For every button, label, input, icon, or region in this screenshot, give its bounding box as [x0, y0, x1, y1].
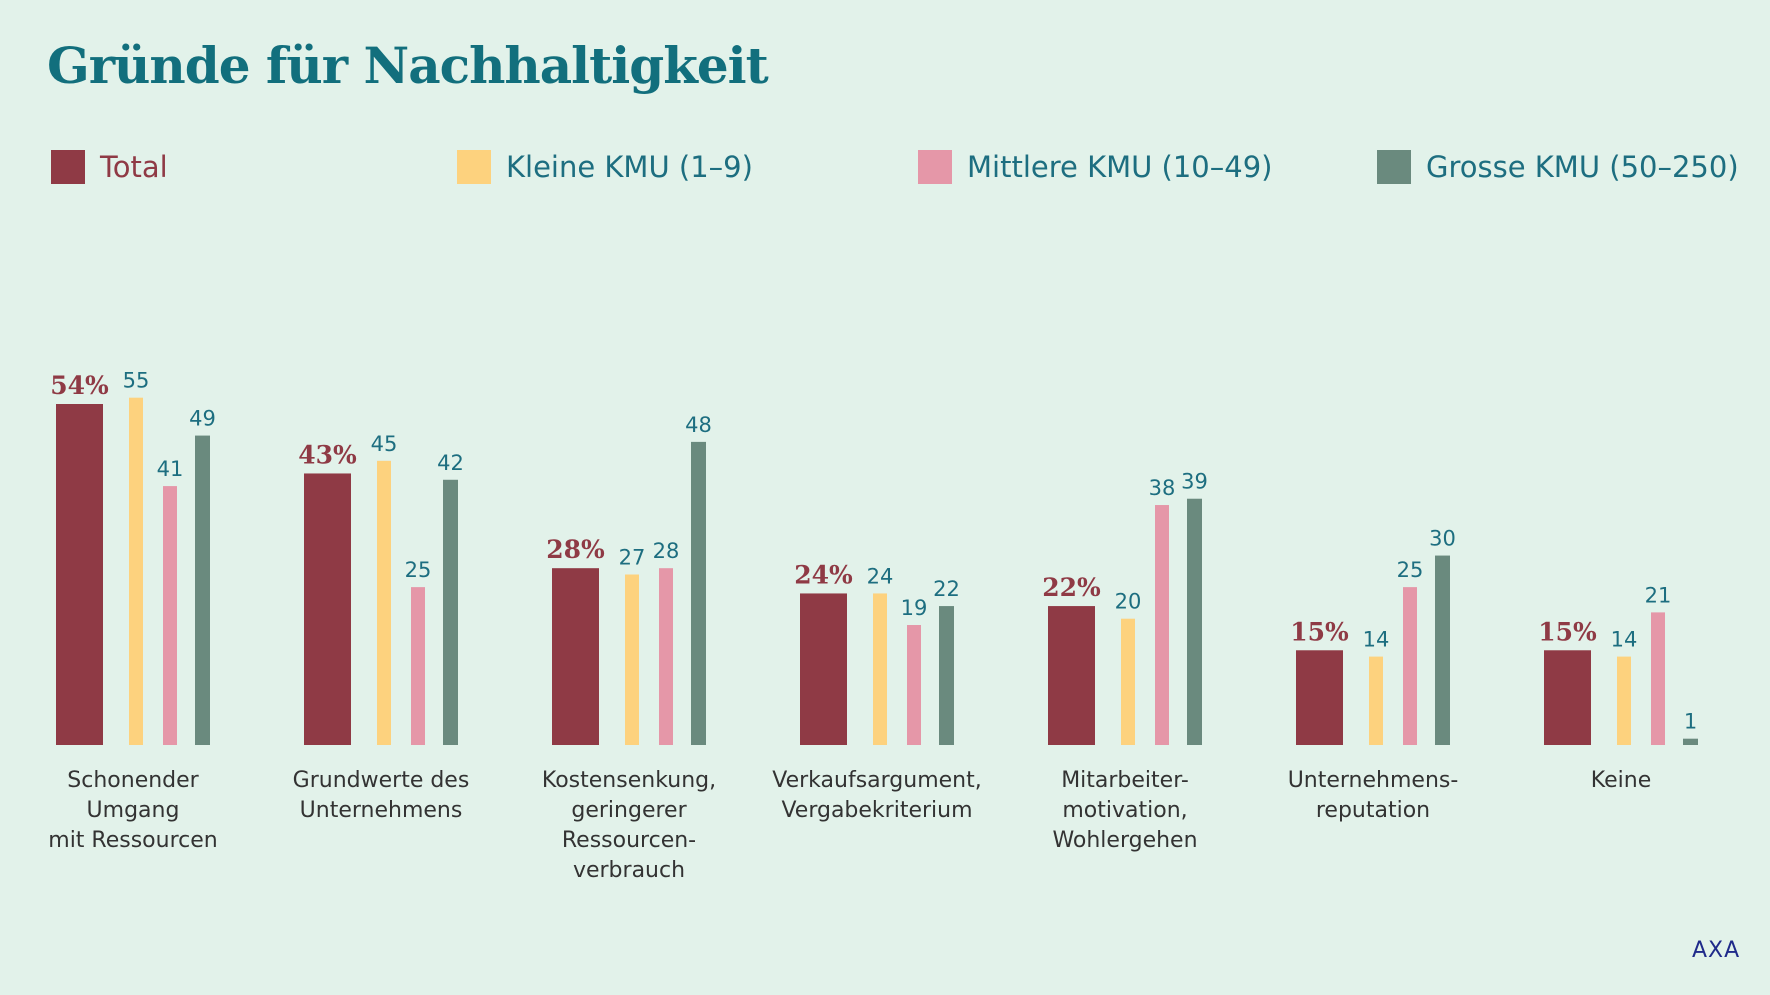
data-label: 15%	[1538, 617, 1597, 646]
data-label: 41	[157, 457, 184, 481]
data-label: 15%	[1290, 617, 1349, 646]
category-label: Verkaufsargument,	[772, 768, 981, 793]
bar	[304, 473, 351, 745]
bar	[659, 568, 673, 745]
data-label: 43%	[298, 440, 357, 469]
legend-label: Mittlere KMU (10–49)	[967, 150, 1273, 184]
data-label: 38	[1149, 476, 1176, 500]
data-label: 27	[619, 546, 646, 570]
bar	[1435, 555, 1450, 745]
source-label: AXA	[1692, 938, 1741, 963]
legend-item: Mittlere KMU (10–49)	[918, 150, 1272, 184]
data-label: 28	[653, 539, 680, 563]
category-label: verbrauch	[573, 858, 685, 883]
category-label: reputation	[1316, 798, 1430, 823]
data-label: 21	[1645, 583, 1672, 607]
bar	[1296, 650, 1343, 745]
bar	[691, 441, 706, 745]
category-label: motivation,	[1062, 798, 1187, 823]
bar	[56, 404, 103, 745]
bar	[377, 460, 391, 745]
bar	[552, 568, 599, 745]
data-label: 45	[371, 432, 398, 456]
bar	[873, 593, 887, 745]
legend-label: Total	[100, 150, 168, 184]
data-label: 22%	[1042, 573, 1101, 602]
bar	[195, 435, 210, 745]
bar	[163, 486, 177, 745]
data-label: 39	[1181, 470, 1208, 494]
data-label: 55	[123, 369, 150, 393]
data-label: 54%	[50, 371, 109, 400]
data-label: 14	[1363, 628, 1390, 652]
legend-swatch	[1377, 150, 1411, 184]
bar	[1544, 650, 1591, 745]
category-label: Grundwerte des	[293, 768, 470, 793]
category-label: mit Ressourcen	[48, 828, 217, 853]
data-label: 22	[933, 577, 960, 601]
legend-item: Grosse KMU (50–250)	[1377, 150, 1739, 184]
bar	[1403, 587, 1417, 745]
bar	[1187, 498, 1202, 745]
bar	[800, 593, 847, 745]
bar	[1155, 505, 1169, 745]
category-label: Vergabekriterium	[781, 798, 972, 823]
data-label: 14	[1611, 628, 1638, 652]
data-label: 49	[189, 407, 216, 431]
category-label: Ressourcen-	[562, 828, 696, 853]
bar	[411, 587, 425, 745]
category-label: Mitarbeiter-	[1061, 768, 1189, 793]
data-label: 30	[1429, 527, 1456, 551]
data-label: 25	[1397, 558, 1424, 582]
bar	[1617, 656, 1631, 745]
bar	[1651, 612, 1665, 745]
legend-swatch	[457, 150, 491, 184]
legend-label: Grosse KMU (50–250)	[1426, 150, 1739, 184]
bar	[1369, 656, 1383, 745]
bar	[129, 397, 143, 745]
category-label: Umgang	[87, 798, 180, 823]
category-label: Wohlergehen	[1052, 828, 1197, 853]
legend-label: Kleine KMU (1–9)	[506, 150, 753, 184]
data-label: 28%	[546, 535, 605, 564]
category-label: Schonender	[67, 768, 199, 793]
bar	[1121, 618, 1135, 745]
data-label: 19	[901, 596, 928, 620]
data-label: 25	[405, 558, 432, 582]
bar	[1683, 738, 1698, 745]
chart-title: Gründe für Nachhaltigkeit	[47, 36, 769, 95]
bar	[939, 606, 954, 745]
category-label: geringerer	[571, 798, 687, 823]
bar	[907, 625, 921, 745]
category-label: Unternehmens	[300, 798, 463, 823]
legend-swatch	[918, 150, 952, 184]
legend-swatch	[51, 150, 85, 184]
category-label: Unternehmens-	[1288, 768, 1459, 793]
data-label: 20	[1115, 590, 1142, 614]
legend-item: Total	[51, 150, 168, 184]
category-label: Kostensenkung,	[542, 768, 716, 793]
bar	[443, 479, 458, 745]
legend-item: Kleine KMU (1–9)	[457, 150, 753, 184]
bar	[625, 574, 639, 745]
data-label: 24	[867, 564, 894, 588]
data-label: 42	[437, 451, 464, 475]
category-label: Keine	[1591, 768, 1651, 793]
data-label: 48	[685, 413, 712, 437]
data-label: 1	[1684, 710, 1697, 734]
bar	[1048, 606, 1095, 745]
data-label: 24%	[794, 560, 853, 589]
